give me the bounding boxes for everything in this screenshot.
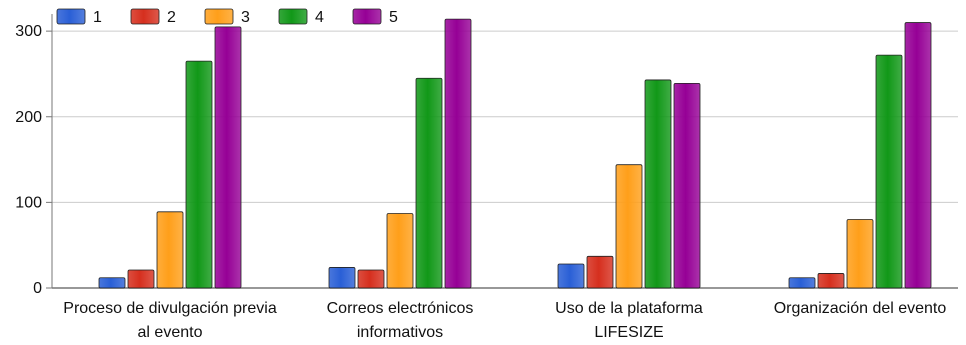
legend-label-2: 2	[167, 9, 176, 26]
bar-series-2-cat-1	[357, 269, 385, 289]
bar-series-1-cat-1	[328, 267, 356, 289]
y-tick-label: 100	[15, 194, 42, 211]
category-label: Correos electrónicos	[327, 300, 474, 317]
bar-series-2-cat-0	[127, 269, 155, 289]
legend-label-3: 3	[241, 9, 250, 26]
category-label: Organización del evento	[774, 300, 947, 317]
category-label: Proceso de divulgación previa	[63, 300, 277, 317]
legend-swatch-2	[130, 8, 160, 25]
bar-series-3-cat-2	[615, 164, 643, 289]
category-label: Uso de la plataforma	[555, 300, 703, 317]
category-label: LIFESIZE	[594, 324, 663, 341]
legend-label-1: 1	[93, 9, 102, 26]
bar-series-3-cat-1	[386, 213, 414, 289]
legend-swatch-3	[204, 8, 234, 25]
bar-series-3-cat-0	[156, 211, 184, 289]
bar-series-4-cat-2	[644, 79, 672, 289]
y-tick-label: 200	[15, 109, 42, 126]
bar-series-1-cat-3	[788, 277, 816, 289]
legend-swatch-4	[278, 8, 308, 25]
legend-label-4: 4	[315, 9, 324, 26]
bar-series-5-cat-0	[214, 26, 242, 289]
bar-series-1-cat-2	[557, 263, 585, 289]
bar-series-2-cat-2	[586, 255, 614, 289]
category-label: informativos	[357, 324, 443, 341]
bar-series-1-cat-0	[98, 277, 126, 289]
category-label: al evento	[138, 324, 203, 341]
bar-series-2-cat-3	[817, 273, 845, 289]
bar-series-5-cat-3	[904, 22, 932, 289]
y-tick-label: 0	[33, 280, 42, 297]
bar-series-3-cat-3	[846, 219, 874, 289]
bar-series-5-cat-1	[444, 18, 472, 289]
bar-series-4-cat-3	[875, 54, 903, 289]
legend-swatch-5	[352, 8, 382, 25]
bar-series-4-cat-0	[185, 60, 213, 289]
legend-label-5: 5	[389, 9, 398, 26]
bar-series-4-cat-1	[415, 77, 443, 289]
legend-swatch-1	[56, 8, 86, 25]
y-tick-label: 300	[15, 23, 42, 40]
bar-series-5-cat-2	[673, 82, 701, 289]
